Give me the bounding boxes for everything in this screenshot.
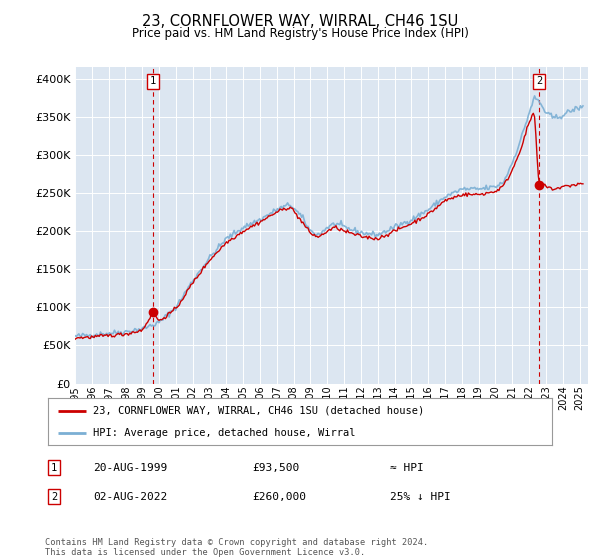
Text: Contains HM Land Registry data © Crown copyright and database right 2024.
This d: Contains HM Land Registry data © Crown c… bbox=[45, 538, 428, 557]
Text: 23, CORNFLOWER WAY, WIRRAL, CH46 1SU (detached house): 23, CORNFLOWER WAY, WIRRAL, CH46 1SU (de… bbox=[94, 406, 425, 416]
Text: ≈ HPI: ≈ HPI bbox=[390, 463, 424, 473]
Text: 25% ↓ HPI: 25% ↓ HPI bbox=[390, 492, 451, 502]
Text: 2: 2 bbox=[536, 76, 542, 86]
Text: HPI: Average price, detached house, Wirral: HPI: Average price, detached house, Wirr… bbox=[94, 428, 356, 438]
Text: 02-AUG-2022: 02-AUG-2022 bbox=[93, 492, 167, 502]
Text: £260,000: £260,000 bbox=[252, 492, 306, 502]
Text: Price paid vs. HM Land Registry's House Price Index (HPI): Price paid vs. HM Land Registry's House … bbox=[131, 27, 469, 40]
Text: £93,500: £93,500 bbox=[252, 463, 299, 473]
Text: 20-AUG-1999: 20-AUG-1999 bbox=[93, 463, 167, 473]
Text: 1: 1 bbox=[150, 76, 156, 86]
Text: 1: 1 bbox=[51, 463, 57, 473]
Text: 23, CORNFLOWER WAY, WIRRAL, CH46 1SU: 23, CORNFLOWER WAY, WIRRAL, CH46 1SU bbox=[142, 14, 458, 29]
Text: 2: 2 bbox=[51, 492, 57, 502]
